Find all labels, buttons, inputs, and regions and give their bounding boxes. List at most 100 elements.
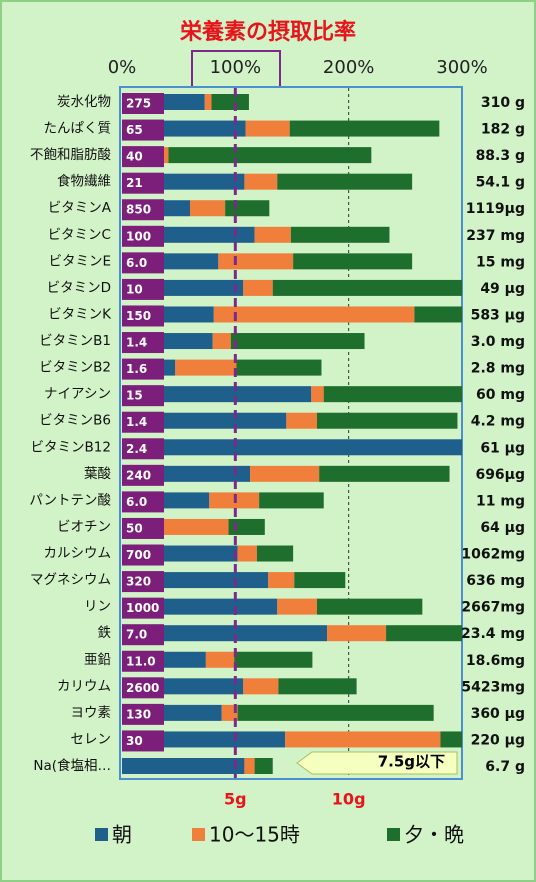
bar-segment bbox=[228, 518, 265, 535]
bar-segment bbox=[319, 465, 450, 482]
bar-segment bbox=[205, 651, 235, 668]
x-tick-label: 0% bbox=[108, 57, 137, 78]
reference-box bbox=[122, 332, 164, 354]
bar-segment bbox=[277, 173, 413, 190]
bar-segment bbox=[268, 572, 295, 589]
category-label: ビタミンB6 bbox=[39, 413, 111, 429]
reference-box bbox=[122, 225, 164, 247]
bar-segment bbox=[286, 412, 317, 429]
category-label: ビタミンB1 bbox=[39, 333, 111, 349]
bar-segment bbox=[316, 412, 458, 429]
reference-amount: 6.0 bbox=[126, 495, 147, 509]
legend-label: 10〜15時 bbox=[209, 823, 300, 847]
category-label: カリウム bbox=[57, 678, 111, 694]
category-label: ビタミンB12 bbox=[31, 439, 111, 455]
bar-segment bbox=[244, 173, 278, 190]
reference-amount: 40 bbox=[126, 150, 143, 164]
bar-segment bbox=[245, 120, 290, 137]
amount-label: 3.0 mg bbox=[471, 334, 525, 350]
reference-amount: 50 bbox=[126, 521, 143, 535]
reference-amount: 65 bbox=[126, 123, 143, 137]
amount-label: 60 mg bbox=[476, 387, 525, 403]
bar-segment bbox=[243, 678, 279, 695]
reference-amount: 850 bbox=[126, 203, 151, 217]
bar-segment bbox=[289, 120, 440, 137]
amount-label: 88.3 g bbox=[476, 148, 525, 164]
bar-segment bbox=[213, 306, 415, 323]
amount-label: 220 μg bbox=[471, 732, 525, 748]
category-label: ビオチン bbox=[57, 519, 111, 535]
x-tick-label: 200% bbox=[323, 57, 374, 78]
bar-segment bbox=[254, 758, 273, 774]
annotation: 7.5g以下 bbox=[378, 753, 445, 771]
legend-swatch bbox=[387, 828, 400, 841]
bar-segment bbox=[285, 731, 441, 748]
x-tick-label: 300% bbox=[436, 57, 487, 78]
reference-amount: 2600 bbox=[126, 681, 159, 695]
reference-box bbox=[122, 93, 164, 114]
reference-amount: 150 bbox=[126, 309, 151, 323]
reference-amount: 1000 bbox=[126, 601, 159, 615]
category-label: ビタミンE bbox=[48, 253, 111, 269]
reference-box bbox=[122, 278, 164, 300]
reference-box bbox=[122, 438, 164, 460]
bar-segment bbox=[440, 731, 462, 748]
category-label: マグネシウム bbox=[30, 572, 111, 588]
category-label: 鉄 bbox=[98, 625, 112, 641]
amount-label: 5423mg bbox=[461, 679, 525, 695]
reference-box bbox=[122, 677, 164, 699]
amount-label: 6.7 g bbox=[485, 759, 525, 775]
x-tick-label: 100% bbox=[210, 57, 261, 78]
reference-amount: 10 bbox=[126, 282, 143, 296]
bar-segment bbox=[327, 625, 387, 642]
amount-label: 636 mg bbox=[466, 573, 525, 589]
amount-label: 237 mg bbox=[466, 228, 525, 244]
reference-box bbox=[122, 119, 164, 141]
bar-segment bbox=[162, 147, 169, 164]
bar-segment bbox=[293, 253, 413, 270]
category-label: 亜鉛 bbox=[84, 652, 111, 668]
reference-amount: 11.0 bbox=[126, 654, 156, 668]
bar-segment bbox=[168, 147, 372, 164]
bar-segment bbox=[122, 758, 245, 774]
category-label: セレン bbox=[71, 731, 112, 747]
sodium-tick-label: 5g bbox=[224, 790, 247, 809]
reference-box bbox=[122, 544, 164, 566]
chart-title: 栄養素の摂取比率 bbox=[179, 19, 356, 45]
amount-label: 1119μg bbox=[466, 201, 525, 217]
amount-label: 182 g bbox=[481, 122, 525, 138]
bar-segment bbox=[225, 200, 270, 217]
amount-label: 2667mg bbox=[461, 600, 525, 616]
amount-label: 61 μg bbox=[480, 440, 525, 456]
reference-box bbox=[122, 252, 164, 274]
bar-segment bbox=[218, 253, 294, 270]
category-label: 炭水化物 bbox=[57, 94, 111, 110]
annotation-arrow bbox=[296, 751, 458, 775]
bar-segment bbox=[250, 465, 320, 482]
reference-box bbox=[122, 571, 164, 593]
bar-segment bbox=[256, 545, 294, 562]
reference-amount: 275 bbox=[126, 97, 151, 111]
reference-amount: 700 bbox=[126, 548, 151, 562]
bar-segment bbox=[230, 333, 365, 350]
category-label: ビタミンB2 bbox=[39, 360, 111, 376]
legend-swatch bbox=[192, 828, 205, 841]
bar-segment bbox=[316, 598, 423, 615]
reference-box bbox=[122, 730, 164, 752]
bar-segment bbox=[234, 651, 313, 668]
bar-segment bbox=[237, 704, 434, 721]
amount-label: 23.4 mg bbox=[461, 626, 525, 642]
reference-amount: 1.4 bbox=[126, 415, 147, 429]
reference-amount: 2.4 bbox=[126, 442, 147, 456]
reference-amount: 15 bbox=[126, 389, 143, 403]
category-label: 食物繊維 bbox=[57, 173, 111, 190]
reference-box bbox=[122, 172, 164, 194]
category-label: ビタミンK bbox=[48, 306, 112, 322]
category-label: 葉酸 bbox=[84, 466, 111, 482]
amount-label: 4.2 mg bbox=[471, 414, 525, 430]
bar-segment bbox=[243, 279, 273, 296]
bar-segment bbox=[221, 704, 238, 721]
category-label: 不飽和脂肪酸 bbox=[30, 147, 111, 163]
category-label: ナイアシン bbox=[44, 386, 111, 402]
